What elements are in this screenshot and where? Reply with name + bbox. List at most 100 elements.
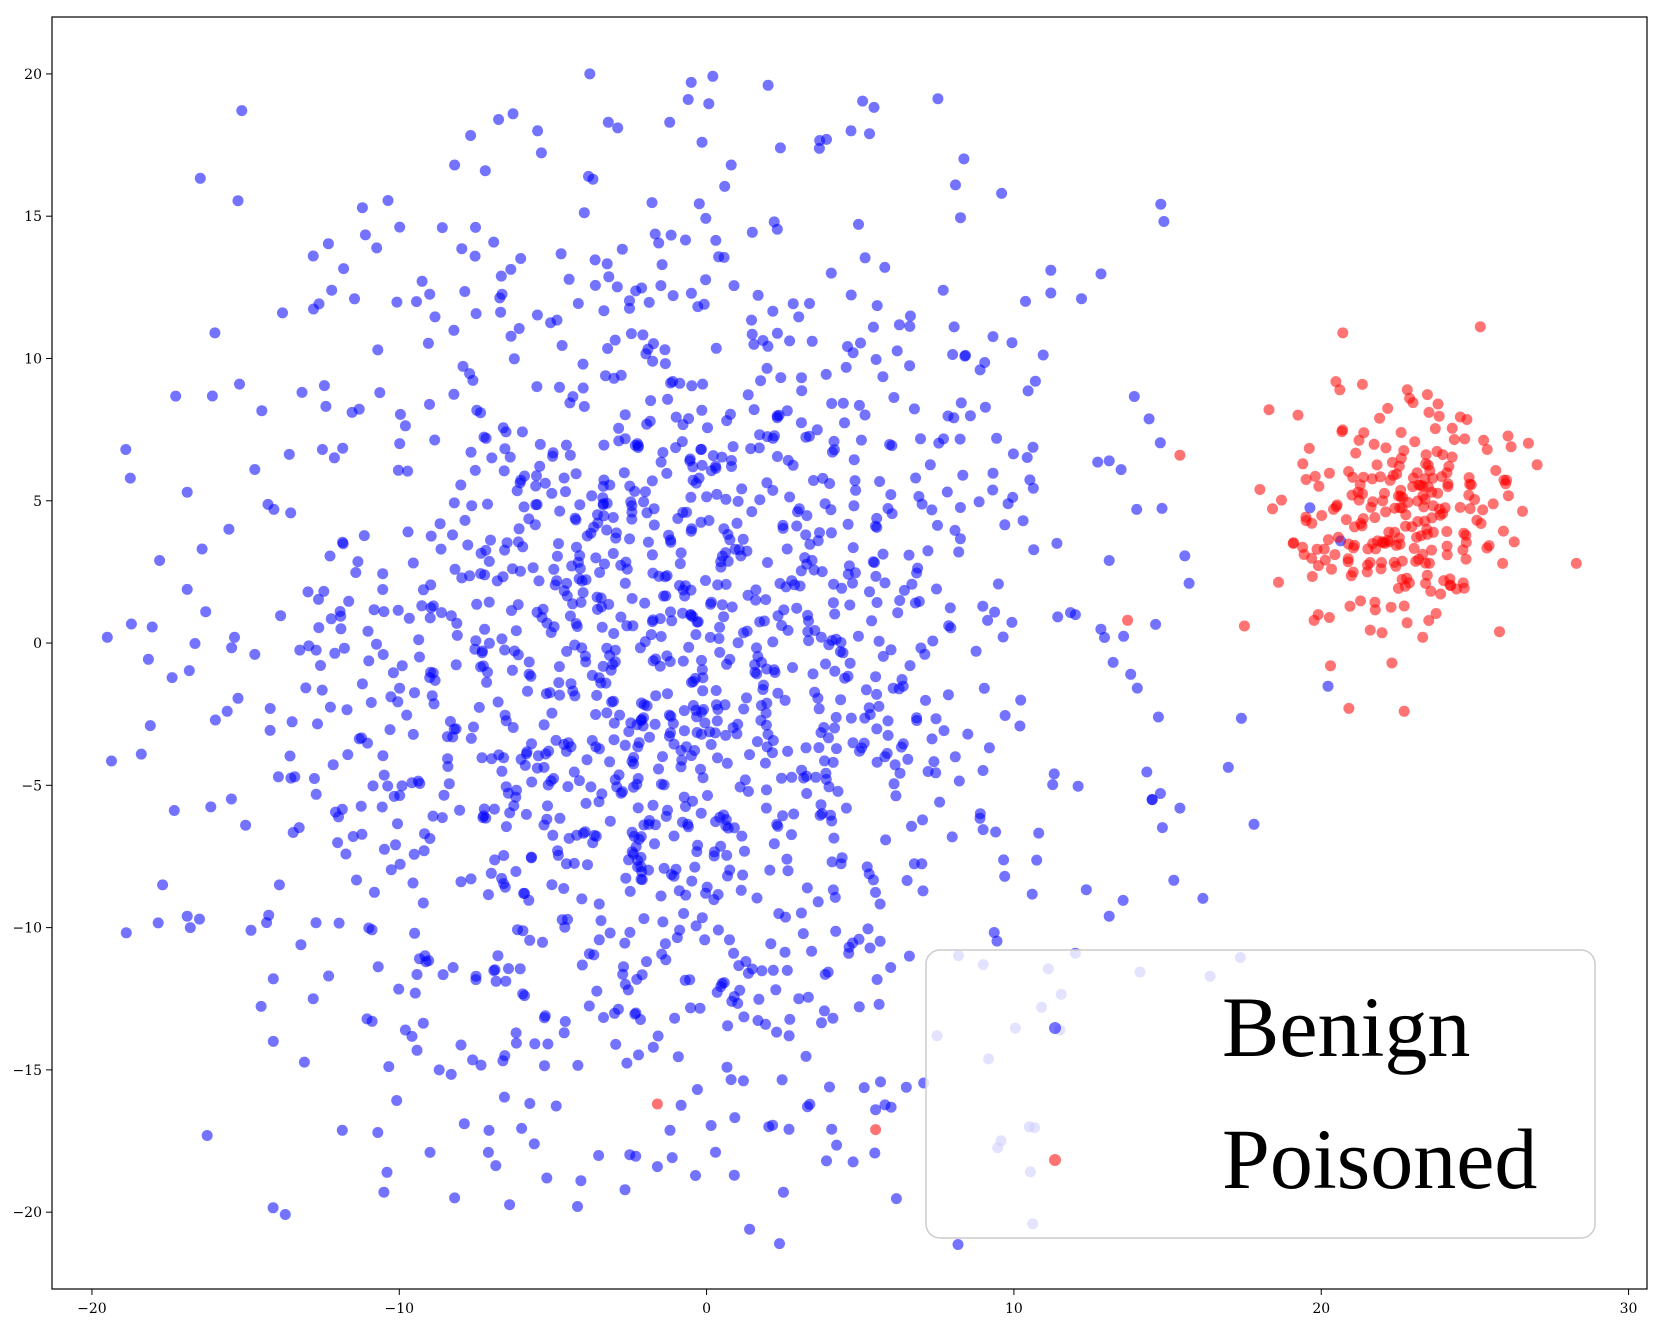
data-point-benign (660, 954, 672, 966)
data-point-benign (737, 869, 749, 881)
data-point-benign (209, 327, 221, 339)
data-point-benign (809, 686, 821, 698)
data-point-poisoned (1434, 509, 1446, 521)
data-point-benign (768, 216, 780, 228)
data-point-benign (458, 1118, 470, 1130)
data-point-benign (537, 936, 548, 948)
data-point-benign (542, 1038, 554, 1050)
data-point-benign (527, 562, 539, 574)
data-point-benign (580, 797, 592, 809)
data-point-poisoned (1380, 442, 1392, 454)
data-point-benign (638, 496, 650, 508)
data-point-benign (564, 610, 576, 622)
data-point-benign (834, 646, 846, 658)
data-point-benign (871, 300, 883, 312)
data-point-benign (337, 536, 348, 548)
data-point-benign (753, 442, 765, 454)
data-point-benign (581, 754, 593, 766)
data-point-benign (639, 486, 651, 498)
data-point-benign (938, 725, 950, 737)
data-point-benign (407, 728, 419, 740)
data-point-poisoned (1431, 446, 1443, 457)
data-point-benign (694, 1002, 706, 1014)
data-point-benign (447, 962, 459, 973)
data-point-benign (356, 202, 368, 214)
data-point-benign (513, 523, 525, 535)
data-point-benign (594, 567, 606, 578)
data-point-benign (378, 606, 390, 618)
data-point-benign (871, 688, 883, 700)
data-point-benign (514, 477, 526, 489)
data-point-benign (418, 845, 430, 857)
data-point-benign (696, 654, 707, 666)
data-point-benign (893, 319, 905, 331)
data-point-benign (855, 337, 866, 349)
data-point-benign (307, 993, 319, 1005)
data-point-poisoned (1238, 620, 1250, 632)
data-point-benign (674, 558, 686, 570)
data-point-benign (495, 306, 507, 318)
data-point-benign (832, 785, 844, 797)
data-point-benign (498, 1091, 510, 1103)
data-point-poisoned (1494, 626, 1505, 638)
data-point-benign (655, 280, 667, 292)
data-point-benign (828, 444, 840, 456)
data-point-benign (999, 710, 1011, 721)
data-point-benign (568, 766, 580, 778)
data-point-benign (655, 890, 667, 902)
data-point-benign (647, 1041, 659, 1053)
data-point-benign (773, 409, 785, 421)
data-point-benign (761, 784, 772, 796)
data-point-poisoned (1426, 544, 1438, 556)
data-point-benign (607, 512, 619, 523)
data-point-benign (499, 443, 511, 455)
data-point-benign (358, 530, 370, 542)
data-point-benign (267, 1202, 279, 1214)
data-point-benign (593, 1150, 605, 1161)
data-point-benign (336, 1124, 348, 1136)
data-point-benign (618, 467, 630, 479)
data-point-benign (262, 498, 274, 510)
data-point-benign (619, 577, 631, 589)
data-point-benign (647, 799, 659, 811)
data-point-benign (456, 243, 468, 255)
data-point-benign (394, 221, 406, 233)
data-point-benign (1150, 618, 1162, 630)
data-point-benign (407, 557, 419, 569)
data-point-benign (795, 907, 807, 919)
data-point-benign (847, 577, 858, 589)
data-point-benign (700, 212, 712, 224)
data-point-benign (603, 271, 615, 283)
data-point-poisoned (1502, 430, 1514, 442)
data-point-benign (312, 718, 323, 730)
data-point-benign (356, 678, 368, 690)
data-point-benign (719, 180, 731, 192)
data-point-benign (793, 311, 805, 323)
data-point-benign (152, 917, 164, 929)
data-point-benign (1014, 720, 1026, 732)
data-point-benign (824, 1081, 835, 1093)
data-point-benign (783, 1030, 795, 1042)
data-point-benign (455, 876, 467, 888)
data-point-benign (695, 807, 707, 819)
data-point-poisoned (1318, 543, 1330, 555)
x-tick-label: −10 (385, 1301, 415, 1317)
data-point-poisoned (1474, 321, 1486, 333)
data-point-benign (659, 344, 671, 356)
data-point-benign (609, 1007, 620, 1019)
data-point-benign (570, 514, 582, 526)
data-point-benign (760, 1018, 771, 1030)
data-point-poisoned (1368, 438, 1380, 450)
data-point-benign (469, 464, 481, 476)
data-point-benign (912, 562, 924, 574)
data-point-poisoned (1349, 539, 1360, 551)
data-point-poisoned (1298, 549, 1310, 560)
data-point-benign (552, 845, 564, 857)
data-point-poisoned (1337, 424, 1349, 436)
data-point-benign (1095, 623, 1107, 635)
data-point-benign (526, 851, 537, 863)
data-point-benign (384, 724, 396, 736)
data-point-benign (742, 785, 754, 797)
data-point-benign (565, 678, 577, 690)
